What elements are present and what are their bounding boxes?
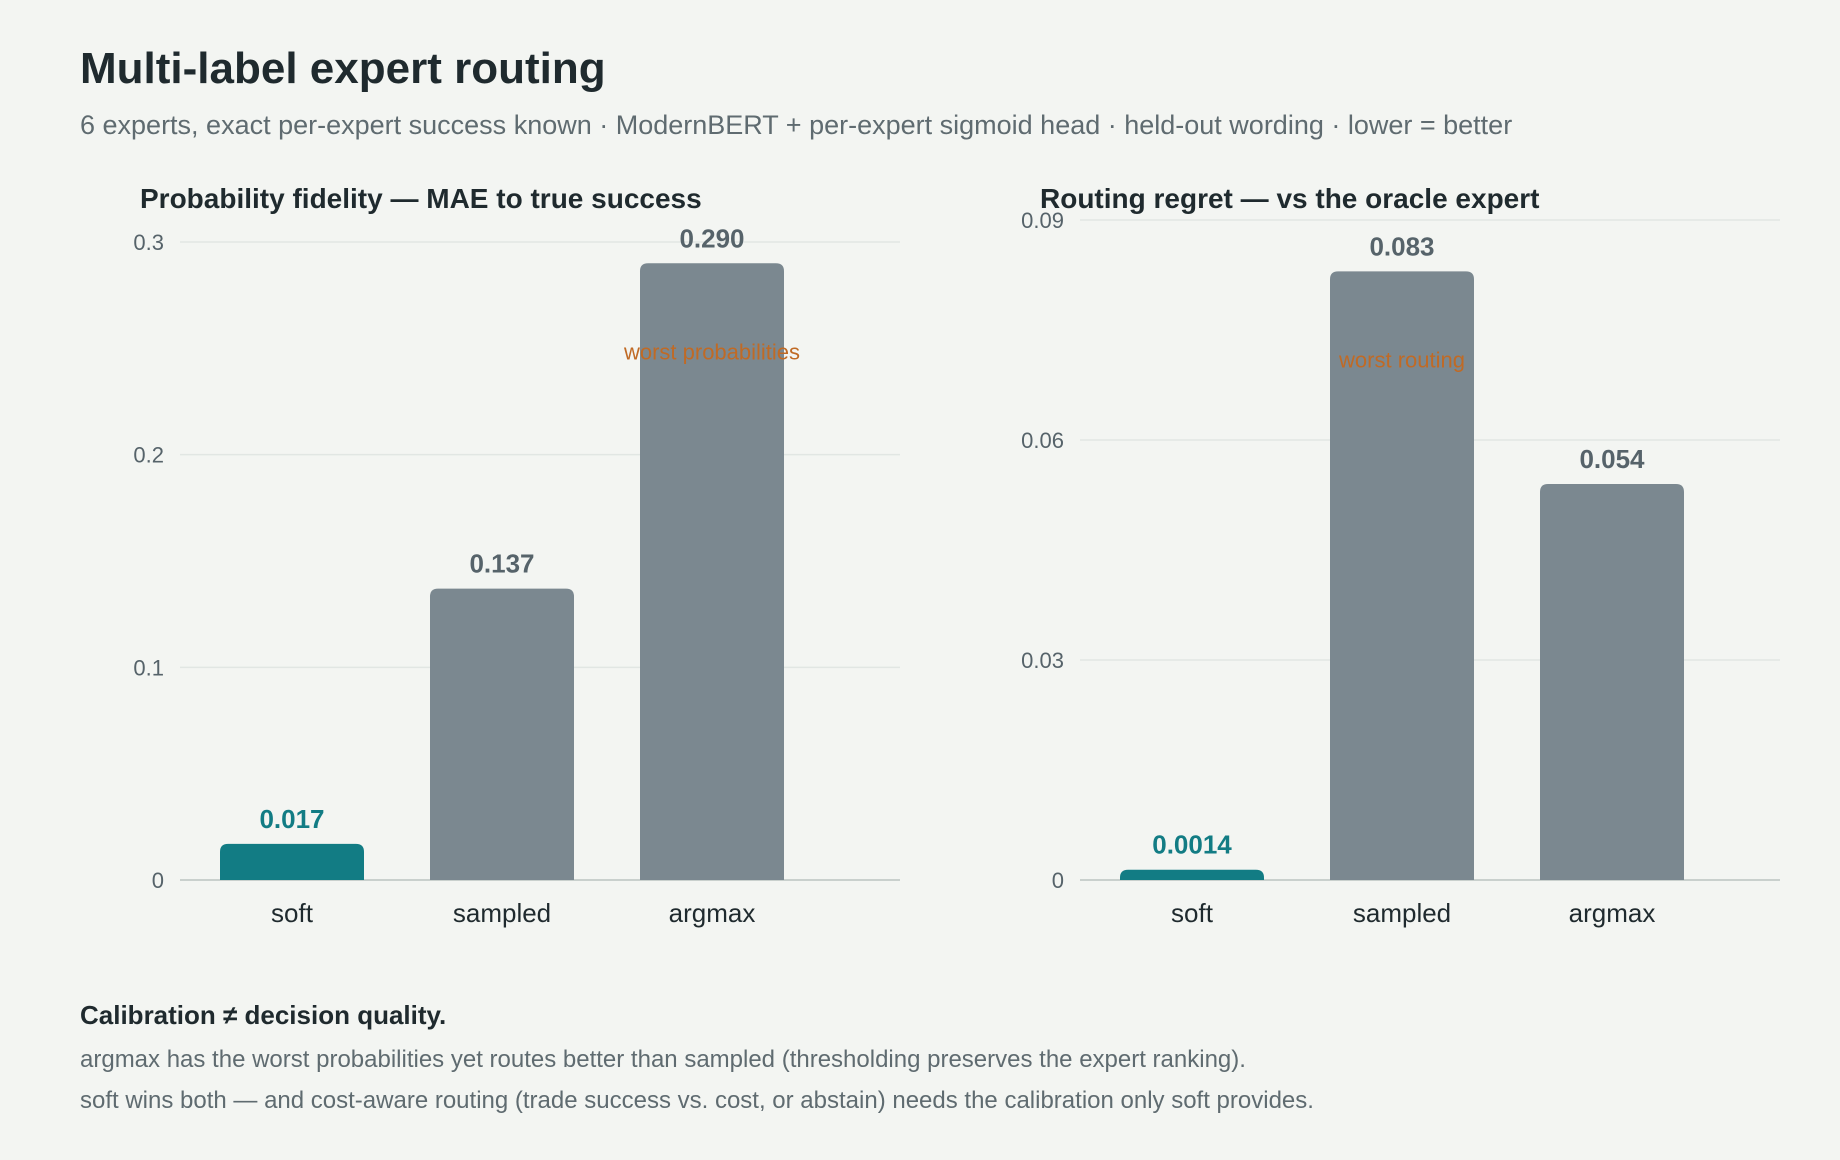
chart-1-ytick-label: 0.3 — [133, 230, 164, 255]
footer-line-2: soft wins both — and cost-aware routing … — [80, 1087, 1314, 1114]
chart-1-category-label-argmax: argmax — [669, 898, 756, 928]
chart-panel-1: Probability fidelity — MAE to true succe… — [133, 183, 900, 928]
page-title: Multi-label expert routing — [80, 44, 606, 93]
chart-2-category-label-argmax: argmax — [1569, 898, 1656, 928]
chart-2-title: Routing regret — vs the oracle expert — [1040, 183, 1539, 214]
chart-2-ytick-label: 0.06 — [1021, 428, 1064, 453]
chart-1-title: Probability fidelity — MAE to true succe… — [140, 183, 702, 214]
chart-2-value-label-sampled: 0.083 — [1369, 231, 1434, 261]
chart-1-bar-argmax — [640, 263, 784, 880]
page-subtitle: 6 experts, exact per-expert success know… — [80, 110, 1513, 140]
chart-1-bar-soft — [220, 843, 364, 880]
chart-1-ytick-label: 0.1 — [133, 655, 164, 680]
chart-1-bar-sampled — [430, 588, 574, 880]
chart-1-annotation: worst probabilities — [623, 339, 800, 364]
chart-2-value-label-soft: 0.0014 — [1152, 830, 1232, 860]
chart-1-ytick-label: 0 — [152, 868, 164, 893]
chart-2-bar-sampled — [1330, 271, 1474, 880]
chart-2-bar-argmax — [1540, 484, 1684, 880]
chart-2-category-label-soft: soft — [1171, 898, 1214, 928]
chart-2-ytick-label: 0.03 — [1021, 648, 1064, 673]
chart-2-value-label-argmax: 0.054 — [1579, 444, 1645, 474]
chart-1-ytick-label: 0.2 — [133, 443, 164, 468]
chart-1-value-label-soft: 0.017 — [259, 804, 324, 834]
chart-2-category-label-sampled: sampled — [1353, 898, 1451, 928]
footer-heading: Calibration ≠ decision quality. — [80, 1000, 447, 1030]
chart-2-annotation: worst routing — [1338, 347, 1465, 372]
chart-1-category-label-soft: soft — [271, 898, 314, 928]
chart-panel-2: Routing regret — vs the oracle expert 0 0.… — [1021, 183, 1780, 928]
chart-1-value-label-argmax: 0.290 — [679, 223, 744, 253]
chart-2-bar-soft — [1120, 869, 1264, 880]
chart-1-value-label-sampled: 0.137 — [469, 549, 534, 579]
chart-2-ytick-label: 0.09 — [1021, 208, 1064, 233]
chart-1-category-label-sampled: sampled — [453, 898, 551, 928]
footer-line-1: argmax has the worst probabilities yet r… — [80, 1046, 1246, 1073]
chart-2-ytick-label: 0 — [1052, 868, 1064, 893]
